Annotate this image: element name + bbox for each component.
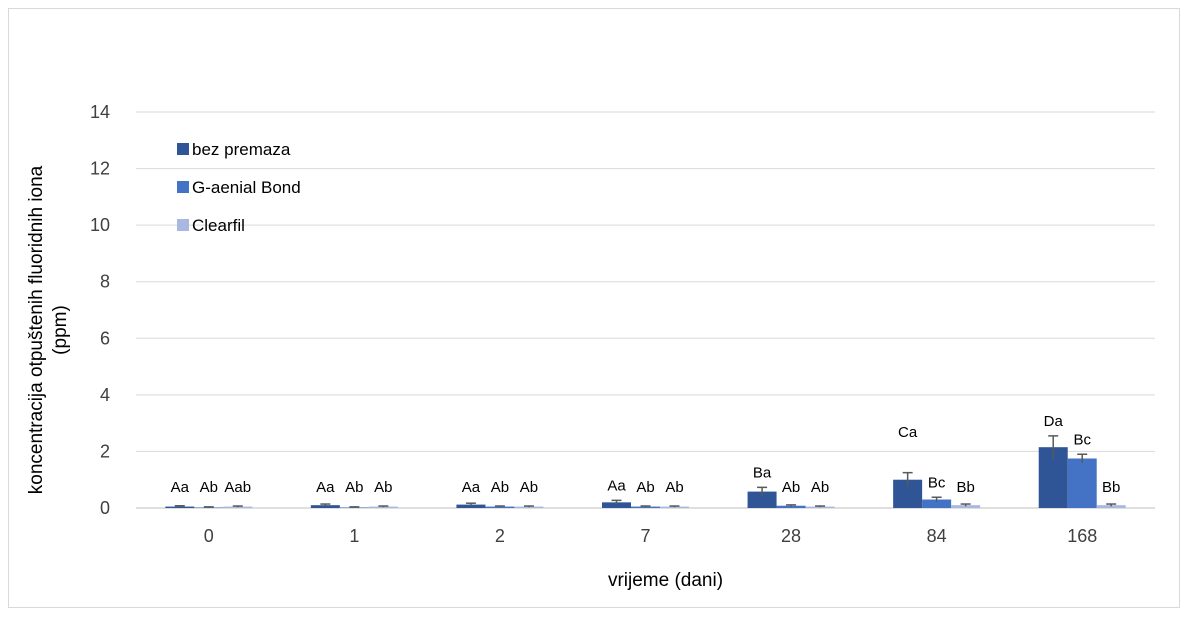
data-label: Bb	[956, 479, 974, 496]
data-label: Ab	[491, 479, 509, 496]
x-tick-label: 28	[781, 526, 801, 546]
data-label: Aa	[607, 477, 626, 494]
bar-clearfil	[514, 506, 544, 508]
bar-clearfil	[805, 506, 835, 508]
legend-label: bez premaza	[192, 140, 291, 159]
data-label: Ab	[811, 479, 829, 496]
y-tick-label: 8	[100, 272, 110, 292]
y-tick-label: 14	[90, 102, 110, 122]
legend-label: G-aenial Bond	[192, 178, 301, 197]
x-tick-label: 84	[927, 526, 947, 546]
bar-clearfil	[951, 505, 981, 508]
bar-g-aenial-bond	[922, 499, 952, 508]
x-tick-label: 0	[204, 526, 214, 546]
x-tick-label: 168	[1067, 526, 1097, 546]
bar-clearfil	[660, 506, 689, 508]
y-tick-label: 12	[90, 159, 110, 179]
x-axis-title: vrijeme (dani)	[608, 570, 723, 591]
y-axis-title-line: koncentracija otpuštenih fluoridnih iona	[26, 165, 47, 494]
data-label: Ab	[520, 479, 538, 496]
legend-swatch-g-aenial-bond	[177, 181, 189, 193]
bar-g-aenial-bond	[485, 506, 515, 508]
data-label: Aa	[316, 479, 335, 496]
bar-clearfil	[368, 506, 398, 508]
y-tick-label: 0	[100, 498, 110, 518]
bar-g-aenial-bond	[1067, 458, 1097, 508]
x-tick-label: 1	[349, 526, 359, 546]
data-label: Bb	[1102, 479, 1120, 496]
x-tick-label: 7	[640, 526, 650, 546]
data-label: Ab	[665, 479, 683, 496]
data-label: Ab	[636, 479, 654, 496]
bar-g-aenial-bond	[631, 506, 660, 508]
data-label: Ab	[782, 479, 800, 496]
y-tick-label: 2	[100, 441, 110, 461]
data-label: Da	[1044, 413, 1064, 430]
data-label: Aab	[224, 479, 251, 496]
bar-clearfil	[1096, 505, 1126, 508]
legend-swatch-bez-premaza	[177, 143, 189, 155]
data-label: Bc	[1073, 431, 1091, 448]
y-tick-label: 4	[100, 385, 110, 405]
data-label: Ab	[374, 479, 392, 496]
data-label: Ab	[345, 479, 363, 496]
data-label: Ba	[753, 464, 772, 481]
y-axis-title-line: (ppm)	[50, 305, 71, 355]
data-label: Aa	[462, 479, 481, 496]
bar-bez-premaza	[310, 505, 340, 508]
data-label: Ab	[200, 479, 218, 496]
x-tick-label: 2	[495, 526, 505, 546]
bar-g-aenial-bond	[776, 505, 806, 508]
data-label: Aa	[171, 479, 190, 496]
bar-bez-premaza	[456, 504, 486, 508]
data-label: Bc	[928, 474, 946, 491]
legend-label: Clearfil	[192, 216, 245, 235]
bar-bez-premaza	[747, 491, 777, 508]
y-tick-label: 10	[90, 215, 110, 235]
bar-bez-premaza	[602, 502, 631, 508]
bar-clearfil	[223, 506, 253, 508]
data-label: Ca	[898, 424, 918, 441]
legend-swatch-clearfil	[177, 219, 189, 231]
y-tick-label: 6	[100, 328, 110, 348]
